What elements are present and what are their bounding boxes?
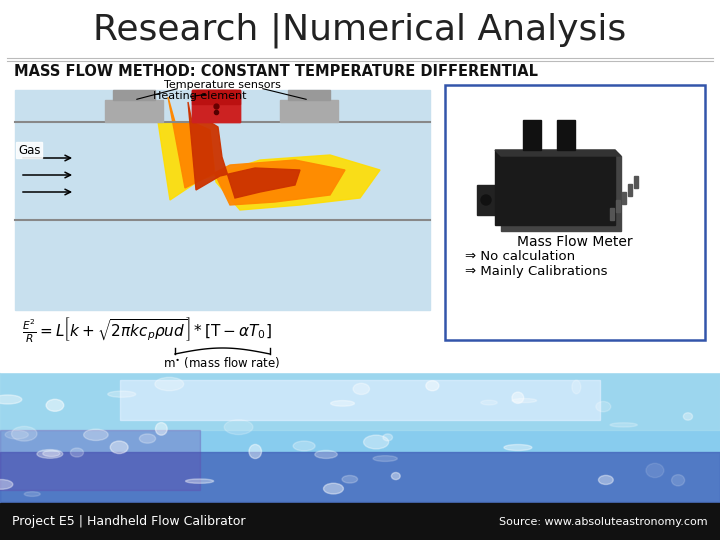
Ellipse shape bbox=[672, 475, 685, 486]
Bar bbox=[0, 74, 720, 372]
Ellipse shape bbox=[37, 450, 63, 458]
Ellipse shape bbox=[46, 400, 64, 411]
Text: $\frac{E^2}{R} = L\left[k + \sqrt{2\pi k c_p \rho u d}\right] * [\mathrm{T} - \a: $\frac{E^2}{R} = L\left[k + \sqrt{2\pi k… bbox=[22, 315, 272, 345]
Polygon shape bbox=[495, 150, 621, 156]
Ellipse shape bbox=[84, 429, 108, 441]
Bar bbox=[15, 90, 430, 310]
Ellipse shape bbox=[249, 444, 261, 458]
Text: Mass Flow Meter: Mass Flow Meter bbox=[517, 235, 633, 249]
Bar bbox=[280, 100, 338, 122]
Text: $\mathrm{m}^{\bullet}$ (mass flow rate): $\mathrm{m}^{\bullet}$ (mass flow rate) bbox=[163, 354, 281, 369]
Bar bbox=[622, 192, 626, 204]
Text: Project E5 | Handheld Flow Calibrator: Project E5 | Handheld Flow Calibrator bbox=[12, 516, 246, 529]
Ellipse shape bbox=[323, 483, 343, 494]
Ellipse shape bbox=[224, 420, 253, 435]
Ellipse shape bbox=[186, 479, 214, 483]
Bar bbox=[105, 100, 163, 122]
Ellipse shape bbox=[24, 492, 40, 496]
Text: Source: www.absoluteastronomy.com: Source: www.absoluteastronomy.com bbox=[500, 517, 708, 527]
Ellipse shape bbox=[0, 395, 22, 404]
Ellipse shape bbox=[330, 401, 354, 406]
Ellipse shape bbox=[293, 441, 315, 451]
Bar bbox=[0, 372, 720, 502]
Ellipse shape bbox=[392, 472, 400, 480]
Bar bbox=[192, 90, 240, 122]
Ellipse shape bbox=[315, 450, 337, 458]
Ellipse shape bbox=[0, 480, 13, 489]
Bar bbox=[557, 120, 575, 150]
Ellipse shape bbox=[512, 399, 536, 403]
Bar bbox=[628, 184, 632, 196]
Bar bbox=[192, 90, 240, 122]
Ellipse shape bbox=[646, 463, 664, 477]
Ellipse shape bbox=[373, 456, 397, 461]
Ellipse shape bbox=[426, 381, 439, 391]
Ellipse shape bbox=[512, 392, 523, 403]
Ellipse shape bbox=[481, 400, 498, 405]
Ellipse shape bbox=[383, 434, 392, 441]
Ellipse shape bbox=[156, 423, 167, 435]
Bar bbox=[192, 90, 240, 104]
Text: MASS FLOW METHOD: CONSTANT TEMPERATURE DIFFERENTIAL: MASS FLOW METHOD: CONSTANT TEMPERATURE D… bbox=[14, 64, 538, 79]
Bar bbox=[610, 208, 614, 220]
Ellipse shape bbox=[5, 430, 28, 439]
Ellipse shape bbox=[610, 423, 637, 427]
Bar bbox=[0, 503, 720, 540]
Ellipse shape bbox=[598, 475, 613, 484]
Ellipse shape bbox=[140, 434, 156, 443]
Ellipse shape bbox=[110, 441, 128, 454]
Ellipse shape bbox=[683, 413, 693, 420]
Text: Temperature sensors: Temperature sensors bbox=[163, 80, 280, 90]
Polygon shape bbox=[168, 97, 345, 205]
Bar bbox=[0, 430, 200, 490]
Bar bbox=[501, 156, 621, 231]
Bar bbox=[634, 176, 638, 188]
Bar bbox=[0, 452, 720, 502]
Bar bbox=[495, 150, 615, 225]
Bar bbox=[523, 120, 541, 150]
Ellipse shape bbox=[155, 377, 184, 391]
Text: Heating element: Heating element bbox=[153, 91, 247, 101]
Ellipse shape bbox=[108, 391, 136, 397]
Bar bbox=[113, 90, 155, 100]
Bar bbox=[196, 90, 236, 102]
Circle shape bbox=[481, 195, 491, 205]
Polygon shape bbox=[155, 102, 380, 210]
Bar bbox=[288, 90, 330, 100]
Bar bbox=[0, 372, 720, 430]
Ellipse shape bbox=[572, 380, 581, 394]
Polygon shape bbox=[188, 102, 300, 198]
Text: ⇒ No calculation: ⇒ No calculation bbox=[465, 251, 575, 264]
Text: Research |Numerical Analysis: Research |Numerical Analysis bbox=[94, 12, 626, 48]
Text: Gas: Gas bbox=[18, 144, 40, 157]
Ellipse shape bbox=[342, 476, 358, 483]
Text: ⇒ Mainly Calibrations: ⇒ Mainly Calibrations bbox=[465, 266, 608, 279]
Ellipse shape bbox=[353, 383, 369, 395]
Ellipse shape bbox=[504, 444, 532, 450]
Ellipse shape bbox=[596, 401, 611, 412]
Ellipse shape bbox=[42, 450, 60, 456]
Bar bbox=[120, 380, 600, 420]
Ellipse shape bbox=[71, 448, 84, 457]
Bar bbox=[477, 185, 495, 215]
Ellipse shape bbox=[364, 435, 389, 449]
Ellipse shape bbox=[12, 427, 37, 441]
Bar bbox=[616, 200, 620, 212]
Bar bbox=[445, 85, 705, 340]
